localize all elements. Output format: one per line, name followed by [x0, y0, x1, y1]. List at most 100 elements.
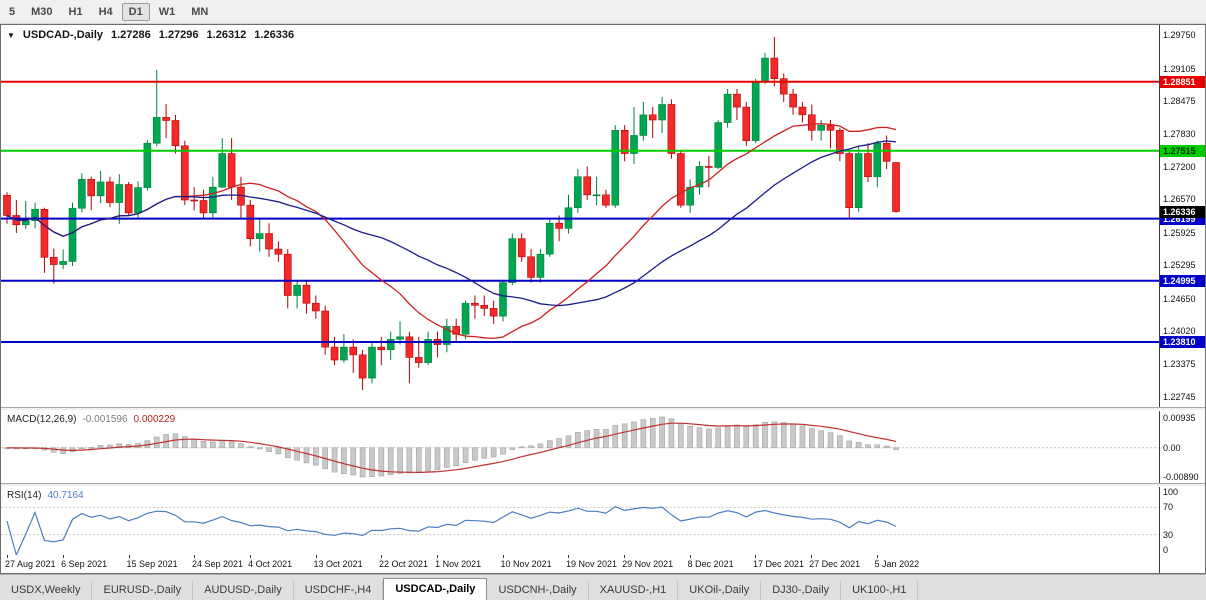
price-axis-label: 1.29105 — [1163, 64, 1196, 74]
ohlc-open: 1.27286 — [111, 29, 151, 41]
macd-main-value: -0.001596 — [82, 414, 127, 425]
price-axis-label: 1.23375 — [1163, 359, 1196, 369]
ma-fast-line — [7, 124, 896, 339]
timeframe-button-m30[interactable]: M30 — [24, 3, 59, 21]
rsi-pane: RSI(14) 40.7164 100 70 30 0 — [1, 487, 1205, 555]
chart-tabs-bar: USDX,WeeklyEURUSD-,DailyAUDUSD-,DailyUSD… — [0, 574, 1206, 600]
chart-tab-ukoil-daily[interactable]: UKOil-,Daily — [678, 581, 761, 600]
date-tick — [568, 555, 569, 558]
date-tick — [690, 555, 691, 558]
macd-histogram — [5, 417, 899, 477]
terminal-window: 5M30H1H4D1W1MN ▼ USDCAD-,Daily 1.27286 1… — [0, 0, 1206, 600]
chart-tab-usdcnh-daily[interactable]: USDCNH-,Daily — [487, 581, 588, 600]
timeframe-toolbar: 5M30H1H4D1W1MN — [0, 0, 1206, 24]
macd-signal-value: 0.000229 — [134, 414, 176, 425]
date-label: 6 Sep 2021 — [61, 559, 107, 569]
date-tick — [624, 555, 625, 558]
level-price-tag: 1.24995 — [1160, 275, 1205, 287]
timeframe-button-w1[interactable]: W1 — [152, 3, 183, 21]
price-axis-label: 1.24650 — [1163, 294, 1196, 304]
macd-axis-label: 0.00 — [1163, 443, 1181, 453]
macd-pane: MACD(12,26,9) -0.001596 0.000229 0.00935… — [1, 411, 1205, 483]
current-price-tag: 1.26336 — [1160, 206, 1205, 218]
level-price-tag: 1.23810 — [1160, 336, 1205, 348]
price-axis-label: 1.27830 — [1163, 129, 1196, 139]
date-tick — [129, 555, 130, 558]
price-axis-label: 1.24020 — [1163, 326, 1196, 336]
macd-axis-label: 0.00935 — [1163, 413, 1196, 423]
date-tick — [811, 555, 812, 558]
date-tick — [63, 555, 64, 558]
price-axis-label: 1.22745 — [1163, 392, 1196, 402]
date-label: 13 Oct 2021 — [314, 559, 363, 569]
rsi-axis-label: 70 — [1163, 502, 1173, 512]
rsi-title: RSI(14) — [7, 490, 41, 501]
price-axis: 1.297501.291051.284751.278301.272001.265… — [1159, 25, 1205, 407]
timeframe-button-mn[interactable]: MN — [184, 3, 215, 21]
date-label: 10 Nov 2021 — [501, 559, 552, 569]
date-label: 17 Dec 2021 — [753, 559, 804, 569]
chart-tab-xauusd-h1[interactable]: XAUUSD-,H1 — [589, 581, 679, 600]
chart-window: ▼ USDCAD-,Daily 1.27286 1.27296 1.26312 … — [0, 24, 1206, 574]
date-label: 29 Nov 2021 — [622, 559, 673, 569]
chart-title: ▼ USDCAD-,Daily 1.27286 1.27296 1.26312 … — [7, 29, 294, 41]
timeframe-button-5[interactable]: 5 — [2, 3, 22, 21]
axis-corner — [1159, 555, 1205, 573]
collapse-arrow-icon[interactable]: ▼ — [7, 31, 15, 40]
timeframe-button-h1[interactable]: H1 — [62, 3, 90, 21]
price-axis-label: 1.26570 — [1163, 194, 1196, 204]
macd-label: MACD(12,26,9) -0.001596 0.000229 — [7, 414, 175, 425]
ohlc-close: 1.26336 — [254, 29, 294, 41]
date-label: 24 Sep 2021 — [192, 559, 243, 569]
chart-tab-usdcad-daily[interactable]: USDCAD-,Daily — [383, 578, 487, 600]
macd-canvas[interactable]: MACD(12,26,9) -0.001596 0.000229 — [1, 411, 1159, 483]
price-chart-svg — [1, 25, 1159, 407]
date-label: 5 Jan 2022 — [875, 559, 920, 569]
level-price-tag: 1.28851 — [1160, 76, 1205, 88]
chart-tab-audusd-daily[interactable]: AUDUSD-,Daily — [193, 581, 294, 600]
ohlc-low: 1.26312 — [207, 29, 247, 41]
date-label: 27 Aug 2021 — [5, 559, 56, 569]
date-tick — [503, 555, 504, 558]
date-tick — [437, 555, 438, 558]
date-label: 4 Oct 2021 — [248, 559, 292, 569]
timeframe-button-h4[interactable]: H4 — [92, 3, 120, 21]
date-tick — [316, 555, 317, 558]
price-axis-label: 1.25925 — [1163, 228, 1196, 238]
price-chart-canvas[interactable]: ▼ USDCAD-,Daily 1.27286 1.27296 1.26312 … — [1, 25, 1159, 407]
price-axis-label: 1.25295 — [1163, 260, 1196, 270]
rsi-canvas[interactable]: RSI(14) 40.7164 — [1, 487, 1159, 555]
date-tick — [7, 555, 8, 558]
date-label: 15 Sep 2021 — [127, 559, 178, 569]
level-price-tag: 1.27515 — [1160, 145, 1205, 157]
chart-tab-usdx-weekly[interactable]: USDX,Weekly — [0, 581, 92, 600]
chart-tab-eurusd-daily[interactable]: EURUSD-,Daily — [92, 581, 193, 600]
rsi-axis-label: 0 — [1163, 545, 1168, 555]
date-label: 8 Dec 2021 — [688, 559, 734, 569]
rsi-axis: 100 70 30 0 — [1159, 487, 1205, 555]
chart-tab-uk100-h1[interactable]: UK100-,H1 — [841, 581, 918, 600]
rsi-svg — [1, 487, 1159, 555]
date-tick — [755, 555, 756, 558]
date-label: 27 Dec 2021 — [809, 559, 860, 569]
time-axis-row: 27 Aug 2021 6 Sep 2021 15 Sep 2021 24 Sep 2… — [1, 555, 1205, 573]
price-axis-label: 1.27200 — [1163, 162, 1196, 172]
rsi-label: RSI(14) 40.7164 — [7, 490, 84, 501]
date-tick — [381, 555, 382, 558]
date-label: 22 Oct 2021 — [379, 559, 428, 569]
ohlc-high: 1.27296 — [159, 29, 199, 41]
price-axis-label: 1.29750 — [1163, 30, 1196, 40]
macd-title: MACD(12,26,9) — [7, 414, 76, 425]
macd-axis-label: -0.00890 — [1163, 472, 1199, 482]
time-axis: 27 Aug 2021 6 Sep 2021 15 Sep 2021 24 Sep 2… — [1, 555, 1159, 573]
rsi-line — [7, 507, 896, 555]
chart-tab-usdchf-h4[interactable]: USDCHF-,H4 — [294, 581, 384, 600]
timeframe-button-d1[interactable]: D1 — [122, 3, 150, 21]
rsi-axis-label: 30 — [1163, 530, 1173, 540]
chart-tab-dj30-daily[interactable]: DJ30-,Daily — [761, 581, 841, 600]
date-label: 1 Nov 2021 — [435, 559, 481, 569]
date-tick — [194, 555, 195, 558]
rsi-axis-label: 100 — [1163, 487, 1178, 497]
macd-axis: 0.00935 0.00 -0.00890 — [1159, 411, 1205, 483]
date-tick — [877, 555, 878, 558]
